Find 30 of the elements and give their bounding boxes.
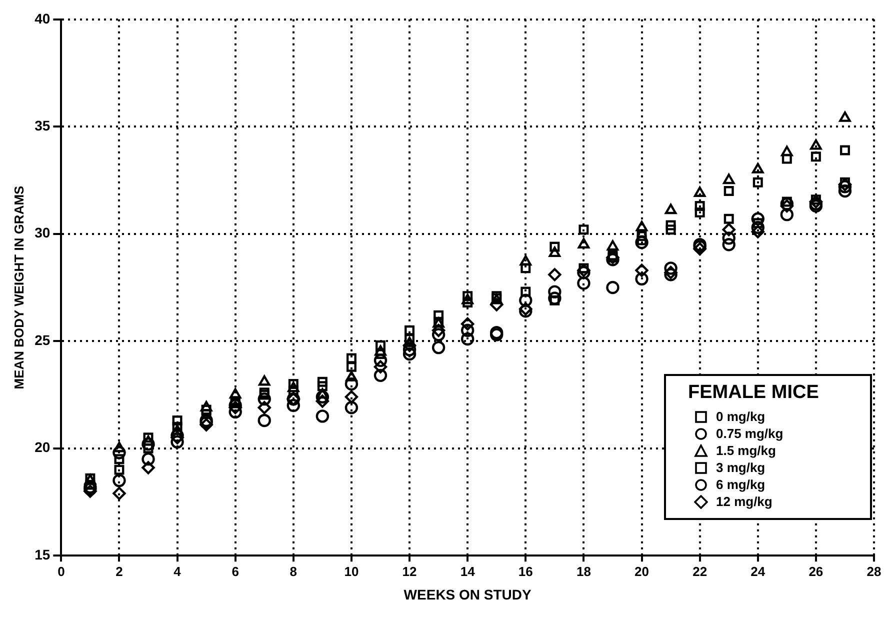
legend-label: 0.75 mg/kg <box>716 425 784 442</box>
x-tick-label: 8 <box>290 564 298 579</box>
x-axis-title: WEEKS ON STUDY <box>404 586 532 602</box>
x-tick-label: 18 <box>576 564 591 579</box>
legend-label: 1.5 mg/kg <box>716 442 776 459</box>
x-tick-label: 14 <box>460 564 476 579</box>
x-tick-label: 16 <box>518 564 533 579</box>
x-tick-label: 20 <box>634 564 649 579</box>
x-tick-label: 24 <box>750 564 766 579</box>
x-tick-label: 26 <box>808 564 824 579</box>
legend-label: 6 mg/kg <box>716 476 766 493</box>
y-tick-label: 35 <box>34 118 50 134</box>
y-tick-label: 30 <box>34 224 50 241</box>
y-axis-title: MEAN BODY WEIGHT IN GRAMS <box>11 185 26 390</box>
x-tick-label: 28 <box>866 564 882 579</box>
y-tick-label: 15 <box>34 546 50 562</box>
legend-label: 12 mg/kg <box>716 493 772 510</box>
x-tick-label: 6 <box>232 564 239 579</box>
x-tick-label: 12 <box>402 564 417 579</box>
y-tick-label: 20 <box>34 439 50 456</box>
y-tick-label: 25 <box>34 332 50 348</box>
x-tick-label: 2 <box>116 564 123 579</box>
legend-title: FEMALE MICE <box>688 382 820 404</box>
x-tick-label: 22 <box>692 564 708 579</box>
y-tick-label: 40 <box>34 10 50 26</box>
x-tick-label: 4 <box>174 564 182 579</box>
legend-label: 3 mg/kg <box>716 459 766 476</box>
legend-label: 0 mg/kg <box>716 408 766 425</box>
x-tick-label: 10 <box>344 564 359 579</box>
x-tick-label: 0 <box>58 564 65 579</box>
